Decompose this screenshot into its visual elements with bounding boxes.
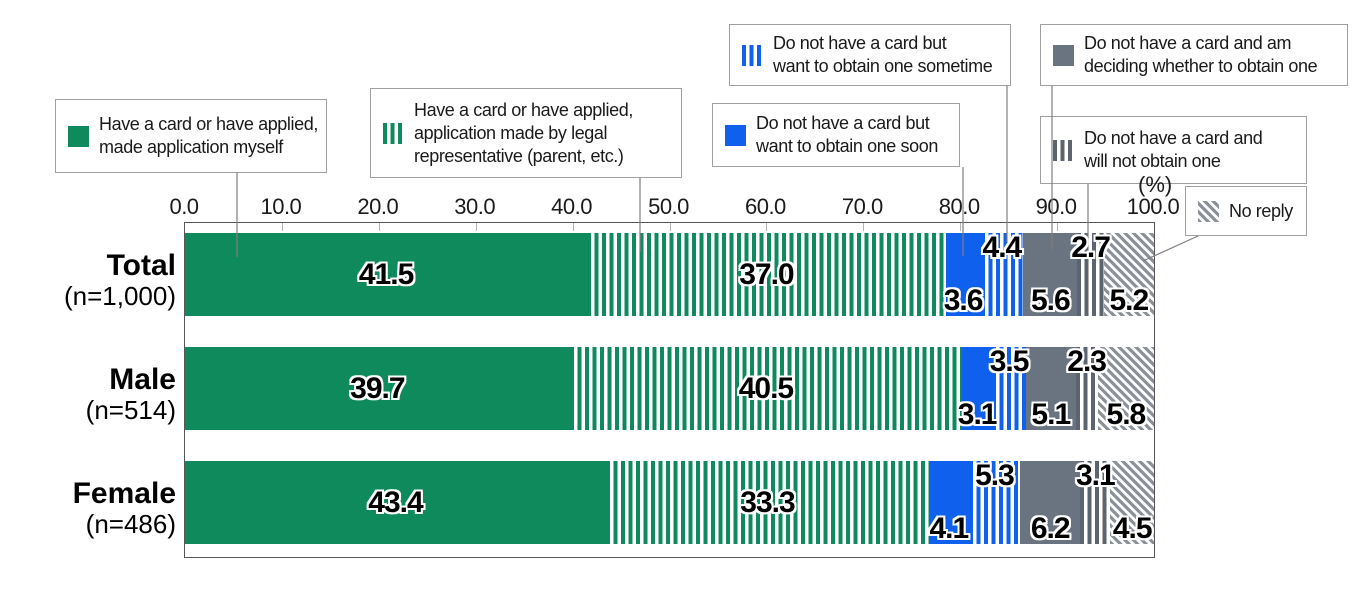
legend-want-sometime: Do not have a card but want to obtain on… [729, 24, 1011, 86]
bar-value-label: 2.3 [1067, 345, 1107, 378]
row-label-total: Total (n=1,000) [0, 250, 176, 311]
diagonal-hatch-swatch-icon [1198, 200, 1219, 222]
bar-value-label: 3.1 [1075, 459, 1116, 492]
percent-unit-label: (%) [1138, 172, 1173, 197]
bar-segment: 37.0 [587, 233, 946, 316]
bar-row-total: 41.5 37.0 3.6 4.4 5.6 2.7 5.2 [185, 231, 1155, 317]
bar-segment: 3.1 [958, 347, 997, 431]
axis-tick-label: 60.0 [744, 194, 786, 219]
bar-value-label: 2.7 [1071, 231, 1111, 264]
bar-value-label: 3.1 [957, 398, 998, 431]
bar-segment: 5.1 [1026, 347, 1076, 431]
axis-tick-mark [378, 223, 380, 231]
bar-segment: 5.6 [1023, 233, 1078, 317]
green-solid-swatch-icon [68, 125, 89, 147]
bar-segment: 39.7 [185, 347, 570, 430]
bar-value-label: 37.0 [739, 257, 794, 291]
axis-tick-mark [960, 223, 962, 231]
bar-value-label: 5.1 [1031, 398, 1071, 431]
legend-applied-myself: Have a card or have applied, made applic… [55, 99, 327, 173]
axis-tick-mark [1057, 223, 1059, 231]
bar-segment: 6.2 [1020, 461, 1081, 545]
bar-segment: 5.3 [968, 459, 1021, 544]
bar-segment: 3.5 [989, 345, 1030, 430]
legend-want-soon: Do not have a card but want to obtain on… [712, 103, 960, 167]
bar-value-label: 5.2 [1109, 284, 1149, 317]
row-category-label: Male [109, 363, 176, 396]
bar-segment: 41.5 [185, 233, 588, 316]
row-sample-size: (n=1,000) [63, 281, 176, 311]
bar-segment: 33.3 [605, 461, 929, 544]
bar-value-label: 4.4 [982, 231, 1023, 264]
bar-segment: 4.5 [1110, 461, 1154, 545]
bar-segment: 4.1 [928, 461, 969, 545]
axis-tick-mark [669, 223, 671, 231]
axis-tick-label: 0.0 [169, 194, 199, 219]
bar-segment: 2.7 [1071, 231, 1111, 316]
row-sample-size: (n=486) [85, 509, 176, 539]
row-sample-size: (n=514) [85, 395, 176, 425]
axis-tick-label: 50.0 [648, 194, 689, 219]
axis-tick-mark [766, 223, 768, 231]
legend-no-reply: No reply [1185, 186, 1307, 236]
bar-value-label: 41.5 [358, 257, 414, 291]
bar-value-label: 5.6 [1030, 284, 1071, 317]
legend-label: Do not have a card and will not obtain o… [1084, 128, 1263, 171]
bar-value-label: 4.1 [929, 512, 969, 545]
bar-row-male: 39.7 40.5 3.1 3.5 5.1 2.3 5.8 [185, 345, 1154, 431]
legend-label: No reply [1229, 200, 1293, 221]
axis-tick-mark [475, 223, 477, 231]
legend-label: Have a card or have applied, made applic… [99, 114, 318, 157]
bar-value-label: 3.6 [943, 284, 984, 317]
bar-value-label: 5.3 [975, 459, 1015, 492]
row-label-female: Female (n=486) [0, 478, 176, 539]
legend-legal-representative: Have a card or have applied, application… [370, 88, 682, 178]
bar-segment: 5.8 [1097, 347, 1154, 431]
axis-tick-label: 40.0 [551, 194, 592, 219]
legend-label: Have a card or have applied, application… [414, 99, 633, 166]
bar-segment: 3.1 [1076, 459, 1116, 544]
plot-area: 41.5 37.0 3.6 4.4 5.6 2.7 5.2 39.7 40.5 3.1 3.5 5.1… [184, 222, 1155, 558]
axis-tick-label: 90.0 [1035, 194, 1077, 219]
bar-value-label: 3.5 [989, 345, 1030, 378]
bar-value-label: 39.7 [350, 371, 405, 405]
legend-label: Do not have a card and am deciding wheth… [1084, 33, 1318, 76]
gray-stripes-swatch-icon [1053, 139, 1074, 161]
bar-segment: 3.6 [943, 233, 984, 317]
legend-label: Do not have a card but want to obtain on… [756, 113, 938, 156]
axis-tick-label: 30.0 [454, 194, 496, 219]
axis-tick-mark [572, 223, 574, 231]
bar-segment: 4.4 [980, 231, 1024, 316]
bar-segment: 43.4 [185, 461, 606, 544]
blue-solid-swatch-icon [725, 124, 746, 146]
axis-tick-mark [281, 223, 283, 231]
legend-deciding: Do not have a card and am deciding wheth… [1040, 24, 1348, 86]
row-label-male: Male (n=514) [0, 364, 176, 425]
legend-will-not-obtain: Do not have a card and will not obtain o… [1040, 116, 1307, 184]
bar-segment: 2.3 [1067, 345, 1107, 430]
gray-solid-swatch-icon [1053, 44, 1074, 66]
green-stripes-swatch-icon [383, 122, 404, 144]
bar-value-label: 43.4 [368, 485, 423, 519]
axis-tick-label: 70.0 [841, 194, 883, 219]
legend-label: Do not have a card but want to obtain on… [773, 33, 993, 76]
bar-value-label: 5.8 [1106, 398, 1147, 431]
axis-tick-label: 10.0 [260, 194, 302, 219]
bar-value-label: 6.2 [1030, 512, 1071, 545]
axis-tick-label: 80.0 [938, 194, 980, 219]
bar-row-female: 43.4 33.3 4.1 5.3 6.2 3.1 4.5 [185, 459, 1154, 545]
bar-segment: 5.2 [1103, 233, 1155, 317]
row-category-label: Female [72, 477, 176, 510]
bar-value-label: 40.5 [738, 371, 794, 405]
blue-stripes-swatch-icon [742, 44, 763, 66]
axis-tick-label: 20.0 [357, 194, 399, 219]
bar-value-label: 33.3 [740, 485, 795, 519]
bar-value-label: 4.5 [1112, 512, 1153, 545]
row-category-label: Total [106, 249, 176, 282]
axis-tick-label: 100.0 [1126, 194, 1180, 219]
bar-segment: 40.5 [569, 347, 963, 430]
axis-tick-mark [863, 223, 865, 231]
